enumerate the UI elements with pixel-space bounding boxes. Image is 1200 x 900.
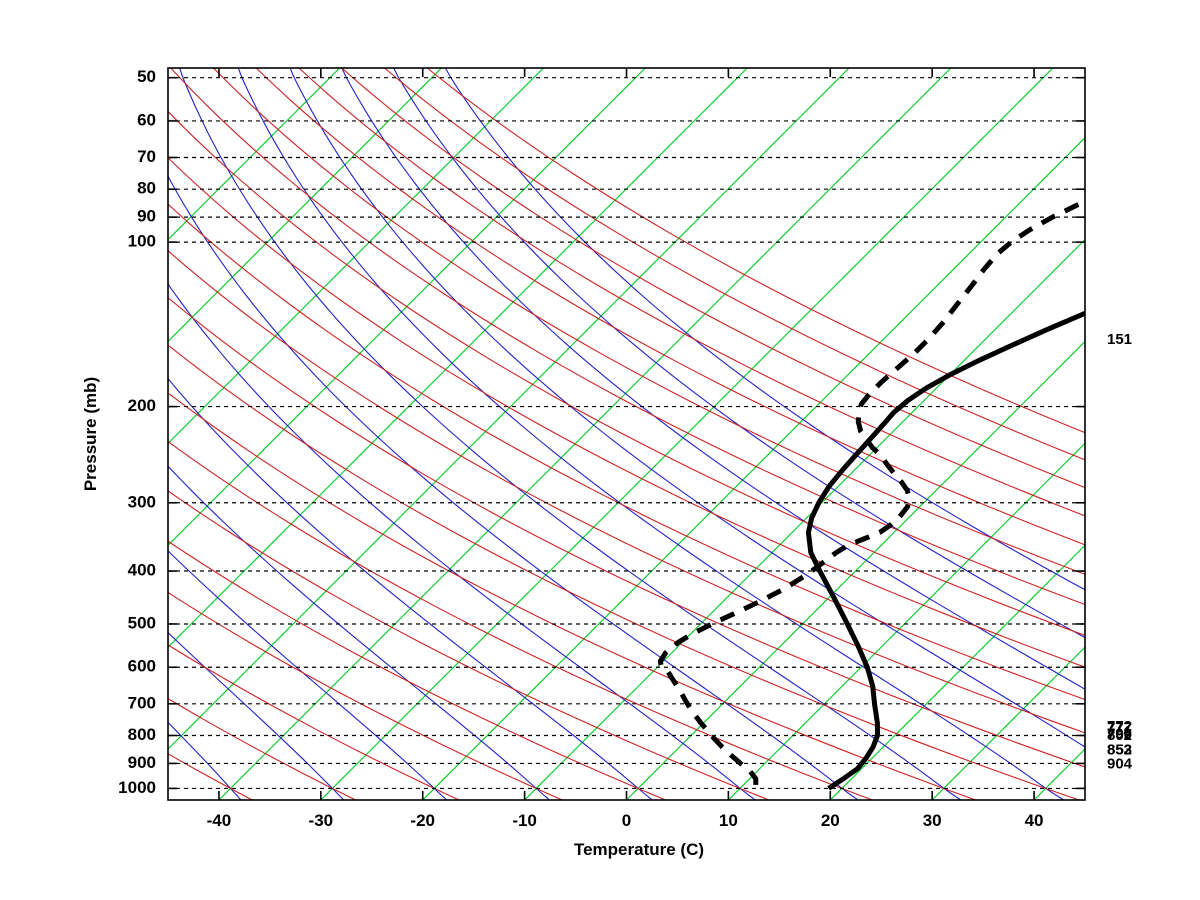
pressure-tick-label: 700 bbox=[128, 693, 156, 712]
dewpoint-profile bbox=[657, 198, 1085, 785]
sounding-profiles bbox=[657, 198, 1085, 791]
right-axis-label: 799 bbox=[1107, 726, 1132, 743]
pressure-tick-label: 50 bbox=[137, 67, 156, 86]
temperature-tick-label: -10 bbox=[512, 811, 537, 830]
axis-ticks bbox=[168, 68, 1085, 800]
pressure-tick-label: 60 bbox=[137, 110, 156, 129]
right-axis-label: 802 bbox=[1107, 727, 1132, 744]
y-axis-label: Pressure (mb) bbox=[81, 377, 100, 491]
temperature-tick-label: -20 bbox=[410, 811, 435, 830]
pressure-tick-label: 900 bbox=[128, 753, 156, 772]
temperature-tick-label: 0 bbox=[622, 811, 631, 830]
pressure-tick-labels: 50 60 70 80 90 100 200 300 400 500 600 700 800 900 100… bbox=[118, 67, 156, 797]
right-axis-label: 772 bbox=[1107, 718, 1132, 735]
temperature-tick-label: 40 bbox=[1025, 811, 1044, 830]
right-axis-label: 904 bbox=[1107, 755, 1133, 772]
pressure-tick-label: 70 bbox=[137, 147, 156, 166]
temperature-tick-label: 30 bbox=[923, 811, 942, 830]
right-axis-label: 777 bbox=[1107, 720, 1132, 737]
pressure-tick-label: 300 bbox=[128, 492, 156, 511]
right-axis-label: 852 bbox=[1107, 741, 1132, 758]
pressure-tick-label: 500 bbox=[128, 613, 156, 632]
right-axis-label: 151 bbox=[1107, 331, 1132, 348]
pressure-tick-label: 600 bbox=[128, 657, 156, 676]
pressure-tick-label: 90 bbox=[137, 207, 156, 226]
temperature-tick-label: -40 bbox=[207, 811, 232, 830]
temperature-tick-label: -30 bbox=[309, 811, 334, 830]
temperature-profile bbox=[805, 310, 1085, 791]
isotherm-lines bbox=[168, 68, 1085, 800]
pressure-tick-label: 100 bbox=[128, 232, 156, 251]
x-axis-label: Temperature (C) bbox=[574, 840, 704, 859]
mixing-ratio-lines bbox=[168, 68, 1085, 800]
temperature-tick-labels: -40 -30 -20 -10 0 10 20 30 40 bbox=[207, 811, 1044, 830]
right-axis-label: 796 bbox=[1107, 725, 1132, 742]
temperature-tick-label: 10 bbox=[719, 811, 738, 830]
pressure-tick-label: 200 bbox=[128, 396, 156, 415]
temperature-tick-label: 20 bbox=[821, 811, 840, 830]
pressure-gridlines bbox=[168, 77, 1085, 790]
pressure-tick-label: 800 bbox=[128, 725, 156, 744]
pressure-tick-label: 1000 bbox=[118, 778, 156, 797]
pressure-tick-label: 400 bbox=[128, 561, 156, 580]
pressure-tick-label: 80 bbox=[137, 179, 156, 198]
right-axis-label: 853 bbox=[1107, 742, 1132, 759]
